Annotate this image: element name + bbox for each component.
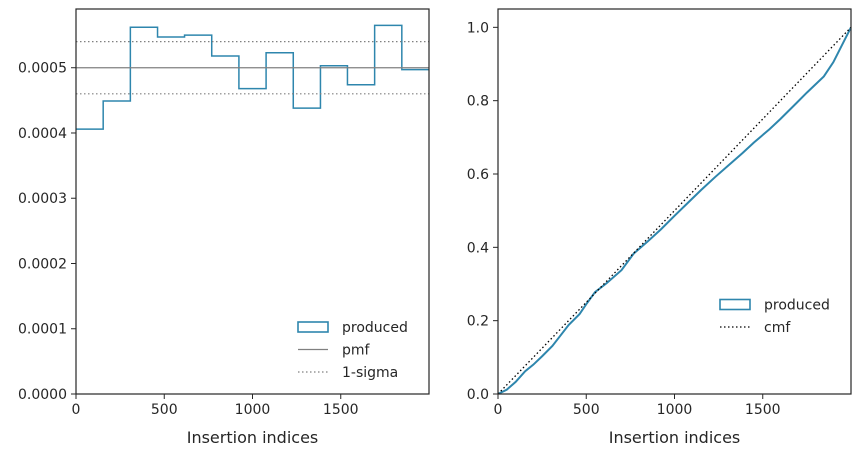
x-tick-label: 0: [494, 402, 503, 418]
x-tick-label: 1000: [235, 402, 271, 418]
x-axis-label: Insertion indices: [609, 428, 741, 447]
x-tick-label: 1000: [657, 402, 693, 418]
histogram-panel: 0 500 1000 1500 0.0000 0.0001 0.0002 0.0003 0.00…: [18, 8, 430, 447]
y-tick-label: 0.0002: [18, 256, 67, 272]
x-tick-label: 1500: [323, 402, 359, 418]
x-tick-label: 0: [72, 402, 81, 418]
y-tick-label: 0.8: [467, 94, 489, 110]
legend-label: cmf: [764, 320, 791, 336]
y-tick-label: 0.0: [467, 387, 489, 403]
y-tick-label: 0.0003: [18, 191, 67, 207]
series-produced-step-line: [76, 24, 429, 130]
legend-label: produced: [342, 320, 408, 336]
legend-label: pmf: [342, 343, 371, 359]
legend-swatch-produced: [297, 321, 329, 333]
y-tick-label: 1.0: [467, 20, 489, 36]
series-cmf-line: [498, 26, 851, 394]
y-tick-label: 0.2: [467, 314, 489, 330]
x-axis-label: Insertion indices: [187, 428, 319, 447]
legend-label: produced: [764, 298, 830, 314]
y-tick-label: 0.0005: [18, 61, 67, 77]
y-tick-label: 0.6: [467, 167, 489, 183]
plot-area: [498, 26, 851, 394]
plot-area: [76, 24, 429, 130]
y-tick-label: 0.0000: [18, 387, 67, 403]
y-tick-label: 0.4: [467, 240, 489, 256]
y-tick-label: 0.0004: [18, 126, 67, 142]
x-tick-label: 500: [573, 402, 600, 418]
legend-swatch-produced: [719, 298, 751, 311]
x-tick-label: 1500: [745, 402, 781, 418]
y-tick-label: 0.0001: [18, 322, 67, 338]
series-produced-cumulative-line: [498, 26, 851, 394]
x-tick-label: 500: [151, 402, 178, 418]
cumulative-panel: 0 500 1000 1500 0.0 0.2 0.4 0.6 0.8 1.0 Insertion …: [467, 8, 852, 447]
legend-label: 1-sigma: [342, 365, 398, 381]
